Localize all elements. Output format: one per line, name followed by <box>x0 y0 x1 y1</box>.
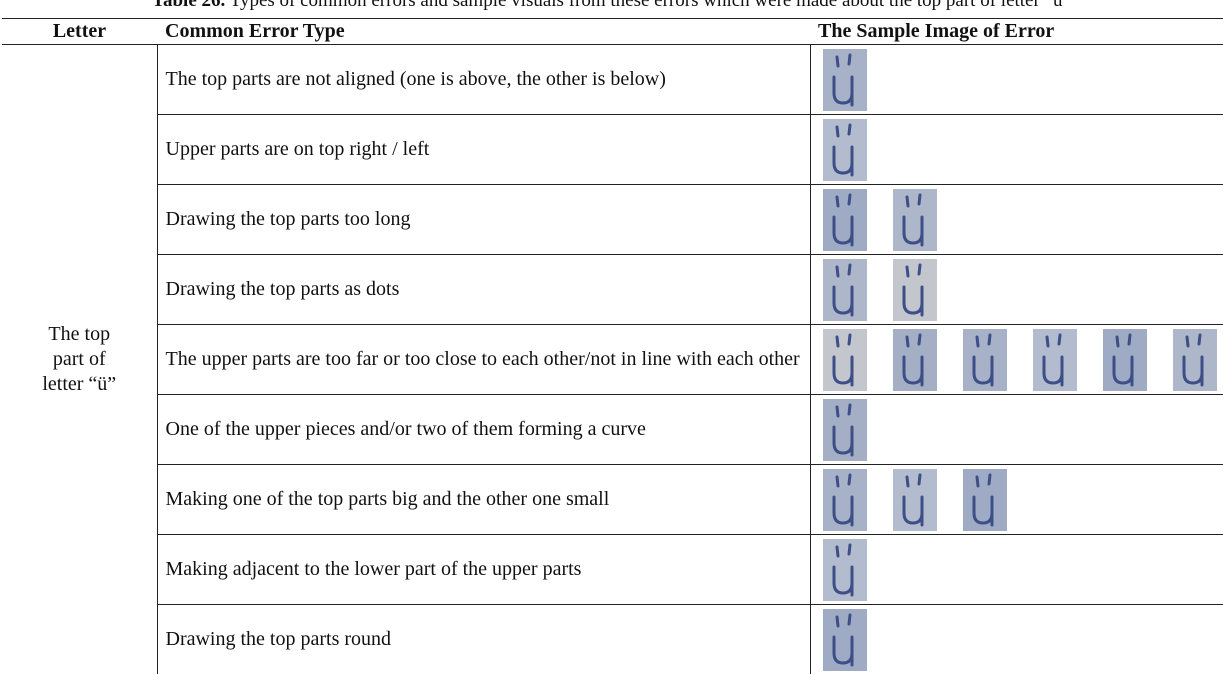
error-type-cell: Making one of the top parts big and the … <box>157 465 810 535</box>
table-row: Making adjacent to the lower part of the… <box>2 535 1223 605</box>
sample-image-cell <box>810 395 1223 465</box>
header-cell: Common Error Type <box>157 19 810 45</box>
table-caption: Table 26. Types of common errors and sam… <box>0 0 1223 12</box>
table-row: Drawing the top parts as dots <box>2 255 1223 325</box>
error-type-cell: Drawing the top parts too long <box>157 185 810 255</box>
sample-image-cell <box>810 115 1223 185</box>
sample-image <box>893 469 937 531</box>
sample-image <box>823 189 867 251</box>
sample-image <box>823 539 867 601</box>
sample-image-cell <box>810 255 1223 325</box>
error-type-cell: The upper parts are too far or too close… <box>157 325 810 395</box>
sample-image <box>823 119 867 181</box>
sample-image-cell <box>810 185 1223 255</box>
header-cell: Letter <box>2 19 157 45</box>
table-row: Drawing the top parts round <box>2 605 1223 674</box>
table-body: The top part of letter “ü” The top parts … <box>2 45 1223 674</box>
sample-image-cell <box>810 605 1223 674</box>
sample-image <box>1173 329 1217 391</box>
table-row: The upper parts are too far or too close… <box>2 325 1223 395</box>
sample-image <box>963 329 1007 391</box>
caption-label: Table 26. <box>152 0 225 11</box>
caption-text: Types of common errors and sample visual… <box>230 0 1071 11</box>
error-type-cell: Upper parts are on top right / left <box>157 115 810 185</box>
error-type-cell: Drawing the top parts round <box>157 605 810 674</box>
sample-image <box>823 259 867 321</box>
sample-image <box>823 609 867 671</box>
error-type-cell: Drawing the top parts as dots <box>157 255 810 325</box>
table-row: The top part of letter “ü”The top parts … <box>2 45 1223 115</box>
letter-cell: The top part of letter “ü” <box>2 45 157 674</box>
sample-image <box>893 189 937 251</box>
table-row: One of the upper pieces and/or two of th… <box>2 395 1223 465</box>
sample-image-cell <box>810 45 1223 115</box>
table-row: Making one of the top parts big and the … <box>2 465 1223 535</box>
error-table: Letter Common Error Type The Sample Imag… <box>2 18 1223 674</box>
error-type-cell: One of the upper pieces and/or two of th… <box>157 395 810 465</box>
sample-image-cell <box>810 535 1223 605</box>
header-row: Letter Common Error Type The Sample Imag… <box>2 19 1223 45</box>
table-row: Upper parts are on top right / left <box>2 115 1223 185</box>
sample-image-cell <box>810 465 1223 535</box>
sample-image <box>893 259 937 321</box>
letter-text: The top part of letter “ü” <box>34 322 124 397</box>
sample-image <box>1033 329 1077 391</box>
sample-image <box>823 469 867 531</box>
header-cell: The Sample Image of Error <box>810 19 1223 45</box>
error-type-cell: The top parts are not aligned (one is ab… <box>157 45 810 115</box>
sample-image <box>823 49 867 111</box>
sample-image <box>963 469 1007 531</box>
error-type-cell: Making adjacent to the lower part of the… <box>157 535 810 605</box>
table-row: Drawing the top parts too long <box>2 185 1223 255</box>
sample-image <box>823 329 867 391</box>
sample-image <box>1103 329 1147 391</box>
sample-image <box>893 329 937 391</box>
sample-image <box>823 399 867 461</box>
sample-image-cell <box>810 325 1223 395</box>
